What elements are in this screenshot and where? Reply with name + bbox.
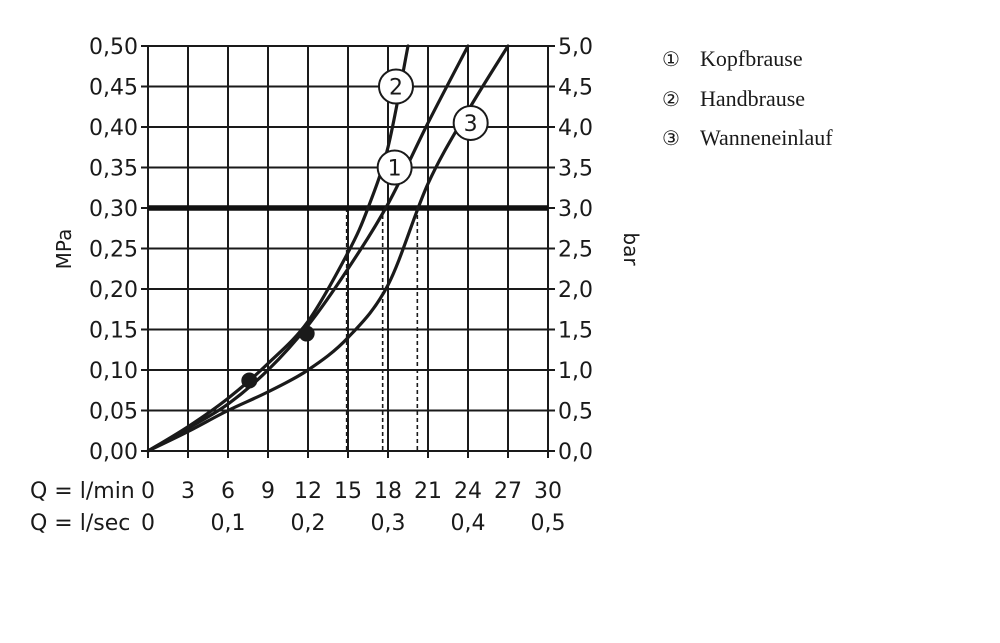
- x-tick-label-lmin: 27: [494, 479, 522, 504]
- y-right-tick-label: 0,0: [558, 440, 593, 465]
- y-right-tick-label: 1,0: [558, 359, 593, 384]
- data-point-wanneneinlauf: [298, 325, 315, 342]
- legend-label-wanneneinlauf: Wanneneinlauf: [700, 125, 833, 150]
- y-right-tick-label: 3,0: [558, 197, 593, 222]
- data-point-handbrause: [241, 372, 258, 389]
- y-right-tick-label: 4,5: [558, 76, 593, 101]
- y-right-tick-label: 2,5: [558, 238, 593, 263]
- y-left-tick-label: 0,40: [89, 116, 138, 141]
- x-axis-title-lsec: Q = l/sec: [30, 511, 130, 536]
- series-line-wanneneinlauf: [146, 44, 510, 453]
- series-marker-label-handbrause: 2: [389, 76, 403, 101]
- x-tick-label-lsec: 0: [141, 511, 155, 536]
- x-tick-label-lmin: 0: [141, 479, 155, 504]
- series-marker-label-kopfbrause: 1: [388, 157, 402, 182]
- x-tick-label-lsec: 0,2: [291, 511, 326, 536]
- y-right-tick-label: 5,0: [558, 35, 593, 60]
- series-curves: [146, 44, 510, 453]
- legend-symbol-3: ③: [662, 128, 680, 150]
- y-left-tick-label: 0,50: [89, 35, 138, 60]
- x-tick-label-lmin: 6: [221, 479, 235, 504]
- y-left-tick-label: 0,25: [89, 238, 138, 263]
- series-marker-label-wanneneinlauf: 3: [464, 112, 478, 137]
- x-tick-label-lmin: 9: [261, 479, 275, 504]
- x-tick-label-lsec: 0,4: [451, 511, 486, 536]
- y-right-axis-title: bar: [619, 232, 643, 266]
- x-tick-label-lmin: 21: [414, 479, 442, 504]
- x-axis-title-lmin: Q = l/min: [30, 479, 135, 504]
- x-tick-label-lmin: 3: [181, 479, 195, 504]
- legend-label-handbrause: Handbrause: [700, 86, 805, 111]
- legend-label-kopfbrause: Kopfbrause: [700, 46, 803, 71]
- y-left-tick-label: 0,35: [89, 157, 138, 182]
- tick-labels: 0,000,050,100,150,200,250,300,350,400,45…: [89, 35, 593, 536]
- legend-item-2: ② Handbrause: [662, 86, 805, 111]
- y-right-tick-label: 2,0: [558, 278, 593, 303]
- legend-item-3: ③ Wanneneinlauf: [662, 125, 833, 150]
- grid: [147, 45, 549, 452]
- y-right-tick-label: 1,5: [558, 319, 593, 344]
- x-tick-label-lsec: 0,1: [211, 511, 246, 536]
- series-marker-circle-handbrause: [378, 68, 414, 105]
- axes: [141, 45, 555, 458]
- x-tick-label-lmin: 15: [334, 479, 362, 504]
- y-left-tick-label: 0,30: [89, 197, 138, 222]
- x-tick-label-lmin: 24: [454, 479, 482, 504]
- series-marker-circle-wanneneinlauf: [452, 104, 489, 141]
- x-tick-label-lmin: 18: [374, 479, 402, 504]
- legend-symbol-2: ②: [662, 89, 680, 111]
- x-tick-label-lmin: 30: [534, 479, 562, 504]
- y-left-tick-label: 0,10: [89, 359, 138, 384]
- y-right-tick-label: 0,5: [558, 400, 593, 425]
- legend: ① Kopfbrause ② Handbrause ③ Wanneneinlau…: [662, 46, 833, 150]
- x-tick-label-lsec: 0,5: [531, 511, 566, 536]
- y-left-axis-title: MPa: [52, 229, 76, 270]
- y-left-tick-label: 0,00: [89, 440, 138, 465]
- x-tick-label-lmin: 12: [294, 479, 322, 504]
- y-left-tick-label: 0,15: [89, 319, 138, 344]
- y-left-tick-label: 0,20: [89, 278, 138, 303]
- y-left-tick-label: 0,05: [89, 400, 138, 425]
- legend-item-1: ① Kopfbrause: [662, 46, 803, 71]
- reference-drop-lines: [345, 208, 419, 451]
- legend-symbol-1: ①: [662, 49, 680, 71]
- y-right-tick-label: 3,5: [558, 157, 593, 182]
- x-tick-label-lsec: 0,3: [371, 511, 406, 536]
- series-markers: 1 2 3: [241, 68, 489, 389]
- series-line-kopfbrause: [146, 44, 470, 453]
- series-line-handbrause: [146, 44, 410, 453]
- series-marker-circle-kopfbrause: [376, 149, 413, 186]
- y-left-tick-label: 0,45: [89, 76, 138, 101]
- y-right-tick-label: 4,0: [558, 116, 593, 141]
